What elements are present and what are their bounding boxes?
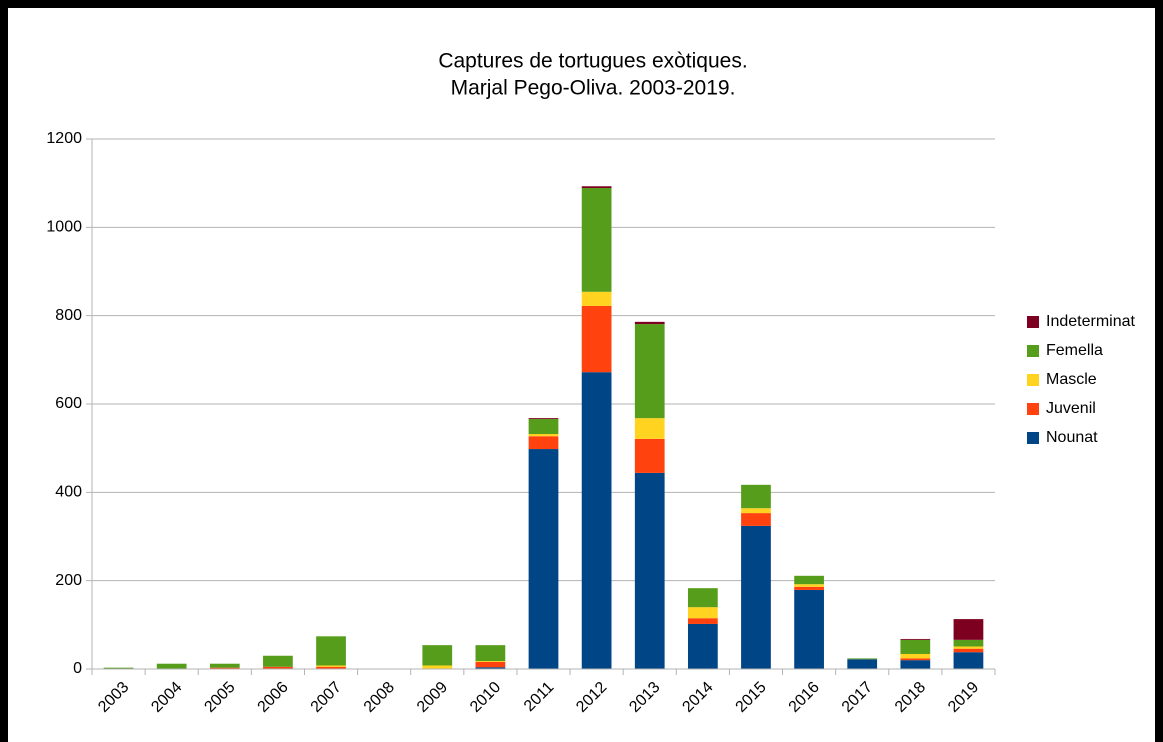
bar-segment [475,661,506,662]
y-tick-label: 1200 [46,130,82,147]
bar-segment [634,472,665,669]
bar-segment [794,586,824,590]
legend-swatch [1027,403,1039,415]
bar-segment [900,660,931,669]
bar-segment [475,645,506,662]
bar-segment [581,186,612,189]
bar-segment [687,618,718,624]
bar-segment [900,658,931,661]
legend-swatch [1027,345,1039,357]
bar-segment [422,645,453,666]
bar-segment [687,588,718,608]
bar-segment [528,434,559,437]
bar-segment [263,655,293,667]
bar-segment [316,636,346,666]
bar-segment [263,666,293,669]
bar-segment [794,575,824,585]
bar-segment [953,646,984,649]
bar-segment [634,324,665,419]
bar-segment [634,438,665,473]
bar-segment [209,667,240,669]
y-tick-label: 600 [55,395,82,412]
bar-segment [528,419,559,435]
bar-segment [528,436,559,450]
bar-segment [475,667,506,669]
chart-title: Captures de tortugues exòtiques. [438,50,747,73]
bar-segment [953,648,984,653]
bar-segment [103,667,134,669]
bar-segment [900,639,931,654]
bar-segment [900,638,931,640]
bar-segment [581,372,612,669]
bar-segment [581,188,612,292]
y-tick-label: 1000 [46,219,82,236]
bar-segment [900,653,931,659]
legend-swatch [1027,374,1039,386]
y-tick-label: 0 [73,660,82,677]
bar-segment [741,484,771,509]
bar-segment [953,639,984,647]
bar-segment [847,659,878,669]
bar-segment [422,665,453,669]
y-tick-label: 800 [55,307,82,324]
bar-segment [634,418,665,439]
bar-segment [581,305,612,373]
legend-label: Juvenil [1046,400,1096,417]
bar-segment [687,607,718,619]
y-tick-label: 400 [55,484,82,501]
legend-label: Indeterminat [1046,313,1135,330]
bar-segment [316,666,346,669]
bar-segment [794,589,824,669]
chart-subtitle: Marjal Pego-Oliva. 2003-2019. [451,77,736,100]
bar-segment [953,619,984,640]
bar-segment [475,661,506,668]
legend-swatch [1027,316,1039,328]
bar-segment [687,623,718,669]
bar-segment [741,513,771,526]
bar-segment [528,449,559,669]
bar-segment [741,525,771,669]
bar-segment [528,418,559,420]
bar-segment [953,652,984,669]
legend-label: Femella [1046,342,1103,359]
bar-segment [156,663,187,669]
bar-segment [634,321,665,325]
bar-segment [847,658,878,660]
bar-segment [741,508,771,514]
bar-segment [794,584,824,587]
bar-segment [209,663,240,668]
legend-label: Mascle [1046,371,1097,388]
legend-swatch [1027,432,1039,444]
bar-segment [316,665,346,667]
legend-label: Nounat [1046,429,1098,446]
bar-segment [581,291,612,306]
y-tick-label: 200 [55,572,82,589]
